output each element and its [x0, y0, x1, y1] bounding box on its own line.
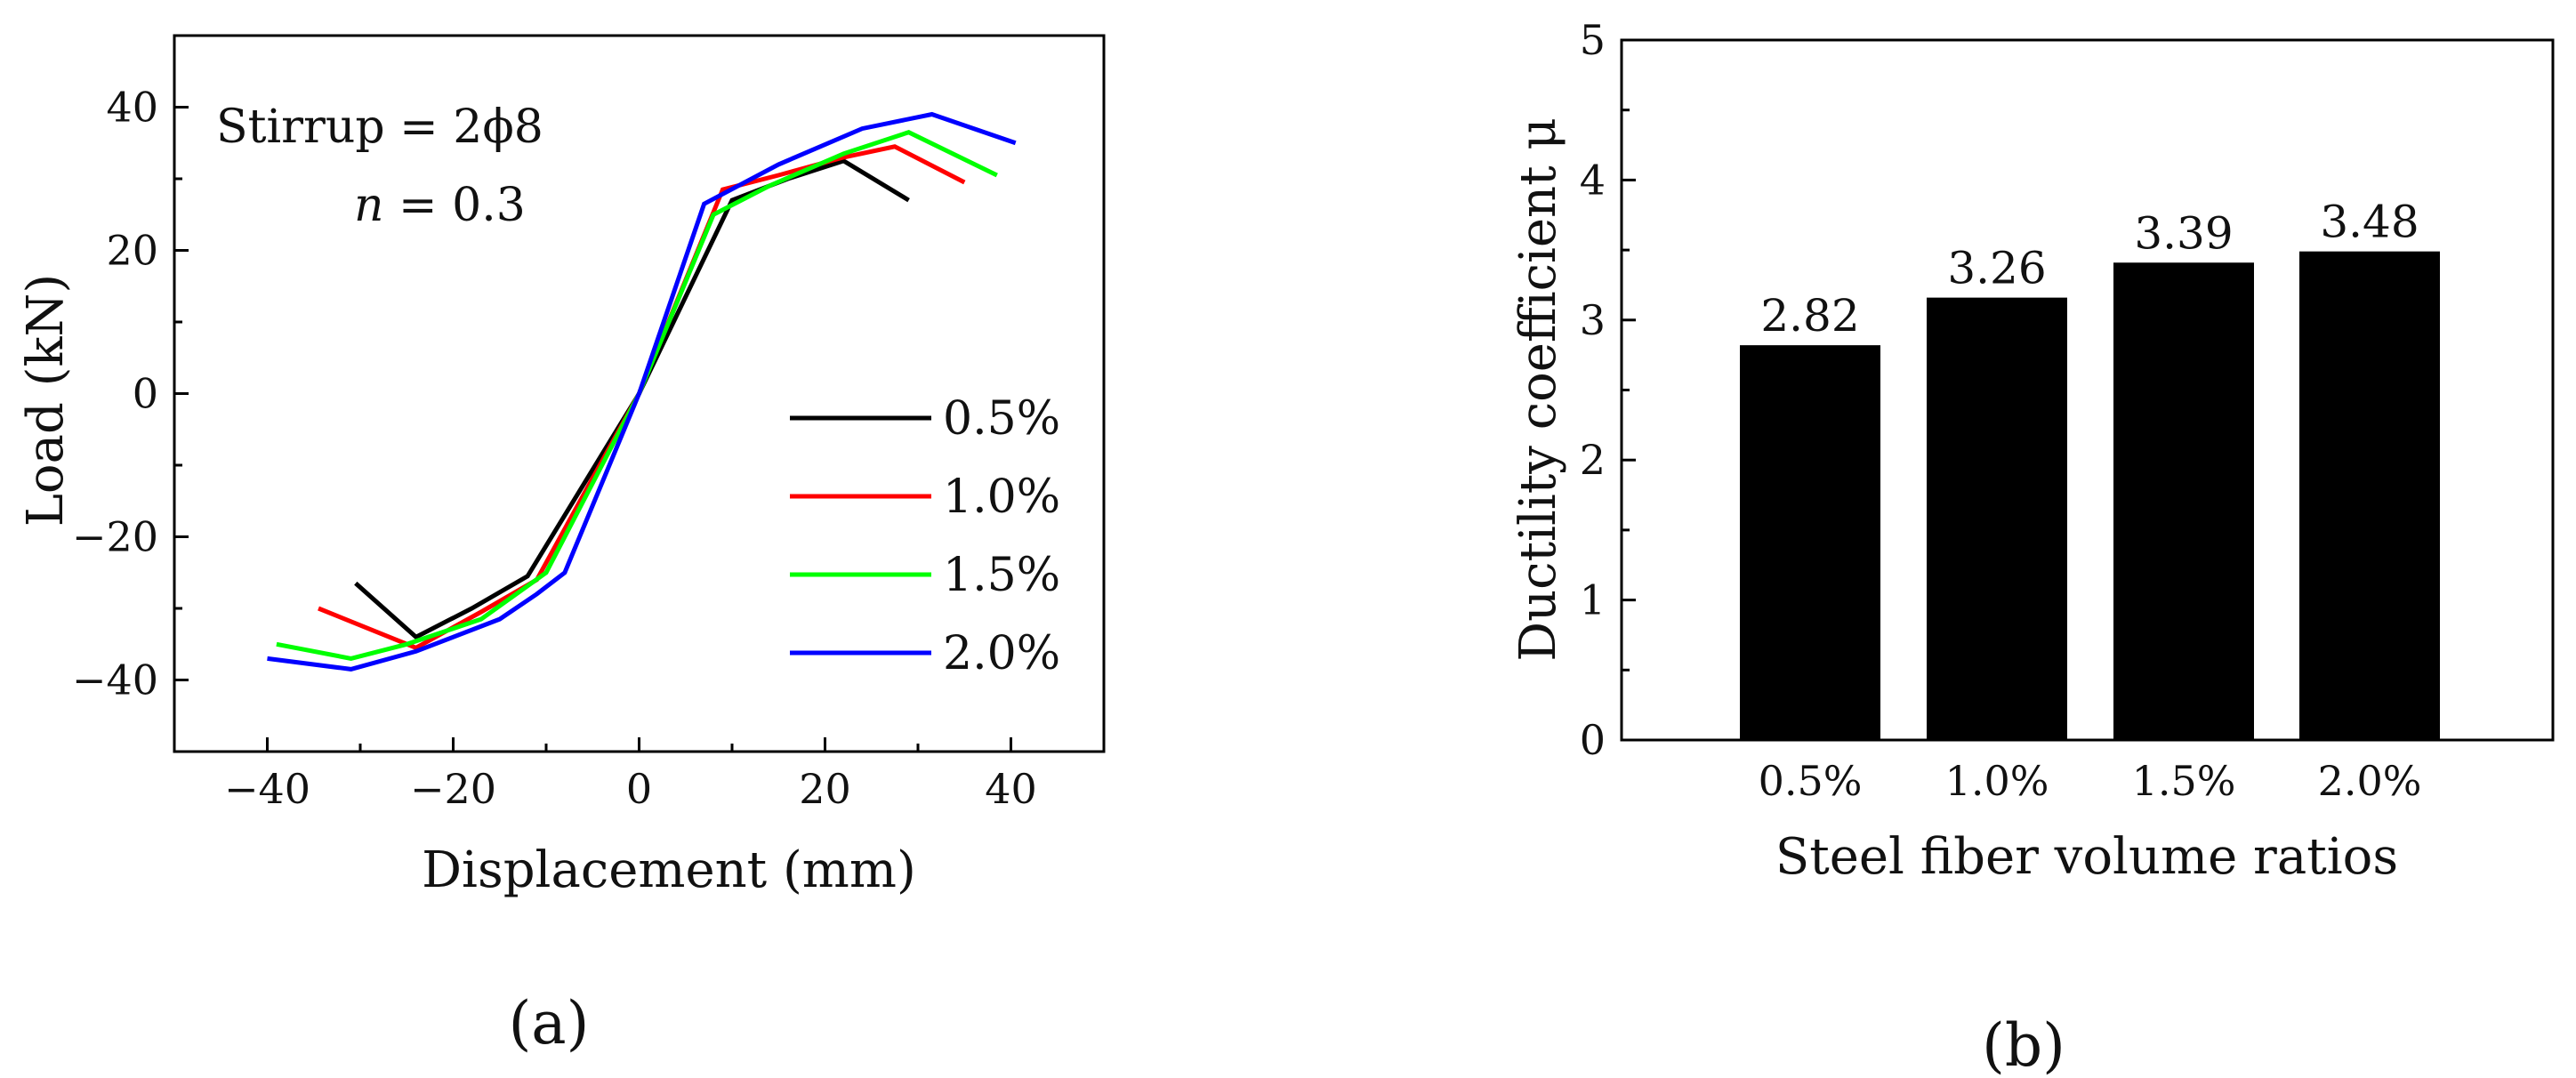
annotation-axial-ratio: n = 0.3	[354, 179, 526, 232]
line-chart-panel: −40 −20 0 20 40 −40 −20 0 20 40 Stirrup = 2ϕ8 n =…	[17, 34, 1106, 1058]
bar-chart-panel: 2.823.263.39 3.48 0.5% 1.0% 1.5% 2.0%012345 …	[1509, 16, 2555, 1078]
y-tick-label: 20	[106, 227, 158, 275]
x-tick-label: 0	[626, 765, 652, 813]
series-lines	[267, 111, 1017, 672]
bar-3	[2113, 262, 2254, 740]
y-tick-label: 40	[106, 84, 158, 132]
y-tick-label: 1	[1580, 576, 1606, 624]
bar-1	[1740, 345, 1880, 740]
y-tick-label: −40	[72, 656, 158, 704]
tick-labels: −40 −20 0 20 40 −40 −20 0 20 40	[72, 84, 1037, 814]
x-tick-label: −20	[410, 765, 496, 813]
panel-label-a: (a)	[509, 989, 590, 1058]
legend-label: 2.0%	[943, 627, 1060, 680]
x-tick-label: −40	[224, 765, 310, 813]
legend-label: 0.5%	[943, 392, 1060, 446]
legend-label: 1.5%	[943, 549, 1060, 602]
bar-value-labels: 2.82 3.26 3.39 3.48	[1760, 197, 2419, 342]
x-axis-label: Displacement (mm)	[422, 841, 916, 899]
bar-value-label: 2.82	[1760, 290, 1859, 342]
legend: 0.5% 1.0% 1.5% 2.0%	[790, 392, 1060, 680]
y-tick-label: 2	[1580, 436, 1606, 484]
y-tick-label: 3	[1580, 296, 1606, 344]
y-tick-label: 5	[1580, 16, 1606, 64]
y-tick-label: 0	[1580, 716, 1606, 764]
bar-4	[2299, 251, 2440, 740]
legend-label: 1.0%	[943, 471, 1060, 524]
y-tick-label: 4	[1580, 156, 1606, 204]
axis-ticks	[174, 106, 1012, 752]
x-tick-label: 40	[985, 765, 1037, 813]
bar-value-label: 3.26	[1947, 243, 2046, 294]
annotation-stirrup: Stirrup = 2ϕ8	[216, 101, 543, 154]
series-line-4	[267, 111, 1017, 672]
y-tick-label: 0	[133, 370, 158, 418]
x-axis-label: Steel fiber volume ratios	[1775, 828, 2398, 886]
y-axis-label: Load (kN)	[17, 274, 75, 527]
x-tick-label: 2.0%	[2318, 757, 2422, 805]
annotation-n-value: = 0.3	[384, 179, 526, 232]
tick-labels: 0.5% 1.0% 1.5% 2.0% 0 1 2 3 4 5	[1580, 16, 2422, 805]
bar-value-label: 3.39	[2134, 207, 2233, 259]
y-axis-label: Ductility coefficient μ	[1509, 117, 1567, 662]
bars	[1740, 251, 2440, 740]
x-tick-label: 0.5%	[1759, 757, 1863, 805]
series-line-1	[354, 158, 910, 640]
bar-2	[1927, 297, 2067, 740]
y-tick-label: −20	[72, 513, 158, 561]
x-tick-label: 1.0%	[1945, 757, 2049, 805]
axis-ticks	[1622, 38, 1636, 742]
x-tick-label: 1.5%	[2132, 757, 2236, 805]
bar-value-label: 3.48	[2320, 197, 2419, 248]
panel-label-b: (b)	[1982, 1011, 2065, 1078]
annotation-n-symbol: n	[354, 179, 384, 232]
x-tick-label: 20	[799, 765, 851, 813]
